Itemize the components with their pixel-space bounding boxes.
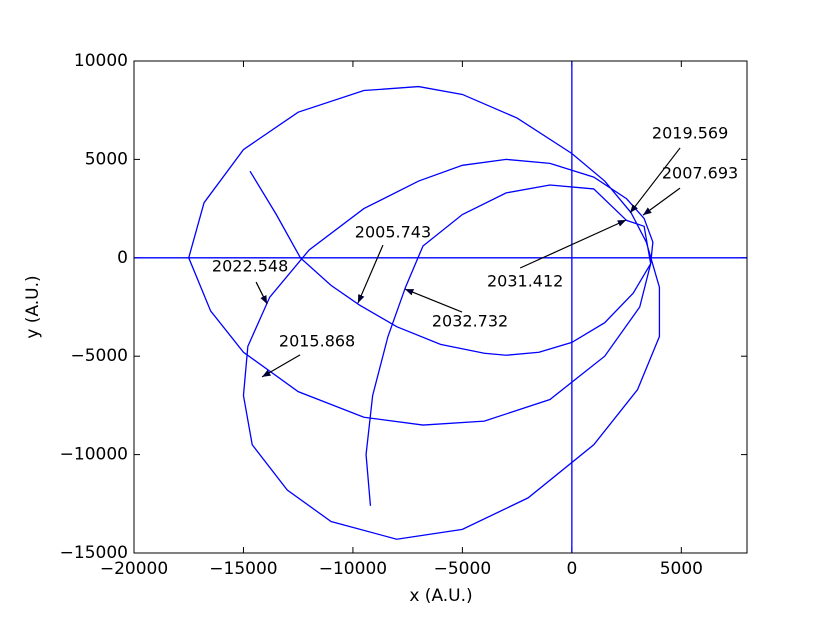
x-tick-label: −15000 (209, 559, 277, 579)
annotation-text: 2007.693 (662, 164, 738, 183)
annotation-arrow (642, 187, 681, 216)
annotation-arrow (519, 219, 627, 269)
y-tick-label: 10000 (74, 51, 128, 71)
y-tick-label: 5000 (85, 149, 128, 169)
y-tick-label: −5000 (70, 346, 128, 366)
x-tick-label: 5000 (660, 559, 703, 579)
annotation-text: 2031.412 (487, 272, 563, 291)
y-tick-label: −15000 (60, 543, 128, 563)
x-tick-label: −10000 (319, 559, 387, 579)
x-axis-label: x (A.U.) (409, 586, 472, 606)
y-axis-label: y (A.U.) (23, 275, 43, 338)
annotation-arrow (357, 244, 384, 304)
annotation-arrow (261, 354, 301, 378)
annotation-text: 2019.569 (652, 123, 728, 142)
x-tick-label: −20000 (100, 559, 168, 579)
annotation-text: 2005.743 (355, 223, 431, 242)
annotation-text: 2022.548 (212, 257, 288, 276)
plot-frame (133, 60, 748, 554)
annotation-arrow (404, 288, 463, 313)
annotation-text: 2015.868 (279, 331, 355, 350)
x-tick-label: 0 (566, 559, 577, 579)
orbit-line (188, 85, 661, 540)
annotation-arrow (255, 281, 268, 305)
y-tick-label: 0 (117, 248, 128, 268)
annotation-arrow (629, 147, 681, 214)
y-tick-label: −10000 (60, 445, 128, 465)
annotation-text: 2032.732 (432, 312, 508, 331)
x-tick-label: −5000 (434, 559, 492, 579)
